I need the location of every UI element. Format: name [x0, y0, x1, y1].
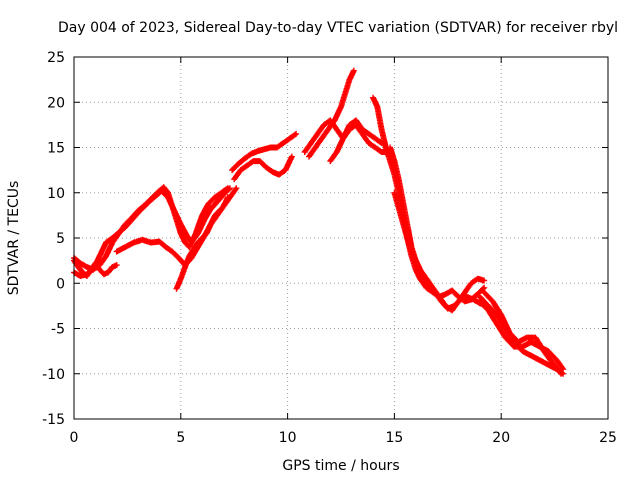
- y-tick-label: -15: [42, 412, 65, 428]
- y-tick-label: 0: [56, 276, 65, 292]
- plus-markers: [391, 189, 488, 314]
- plus-markers: [173, 194, 231, 292]
- axis-ticks: 0 5 10 15 20 25 -15 -10 -5 0 5 10 15 20 25: [42, 50, 617, 446]
- x-tick-label: 10: [279, 430, 297, 446]
- plus-markers: [231, 153, 295, 183]
- plus-markers: [481, 289, 564, 377]
- y-tick-label: 20: [47, 95, 65, 111]
- series-track-6: [229, 130, 300, 174]
- series-track-11: [370, 94, 488, 305]
- y-tick-label: -5: [51, 322, 65, 338]
- y-tick-label: 5: [56, 231, 65, 247]
- x-tick-label: 0: [70, 430, 79, 446]
- series-track-7: [231, 153, 295, 183]
- y-axis-label: SDTVAR / TECUs: [6, 181, 22, 296]
- y-tick-label: 15: [47, 141, 65, 157]
- x-tick-label: 25: [599, 430, 617, 446]
- series-track-13: [391, 189, 488, 314]
- chart-title: Day 004 of 2023, Sidereal Day-to-day VTE…: [58, 20, 618, 36]
- plus-markers: [306, 67, 357, 160]
- data-points: [71, 67, 567, 377]
- y-tick-label: 25: [47, 50, 65, 66]
- plus-markers: [370, 94, 488, 305]
- x-tick-label: 15: [385, 430, 403, 446]
- plus-markers: [229, 130, 300, 174]
- series-track-16: [481, 289, 564, 377]
- x-tick-label: 5: [176, 430, 185, 446]
- series-track-8: [306, 67, 357, 160]
- x-tick-label: 20: [492, 430, 510, 446]
- series-track-5: [173, 194, 231, 292]
- y-tick-label: 10: [47, 186, 65, 202]
- x-axis-label: GPS time / hours: [282, 458, 399, 474]
- y-tick-label: -10: [42, 367, 65, 383]
